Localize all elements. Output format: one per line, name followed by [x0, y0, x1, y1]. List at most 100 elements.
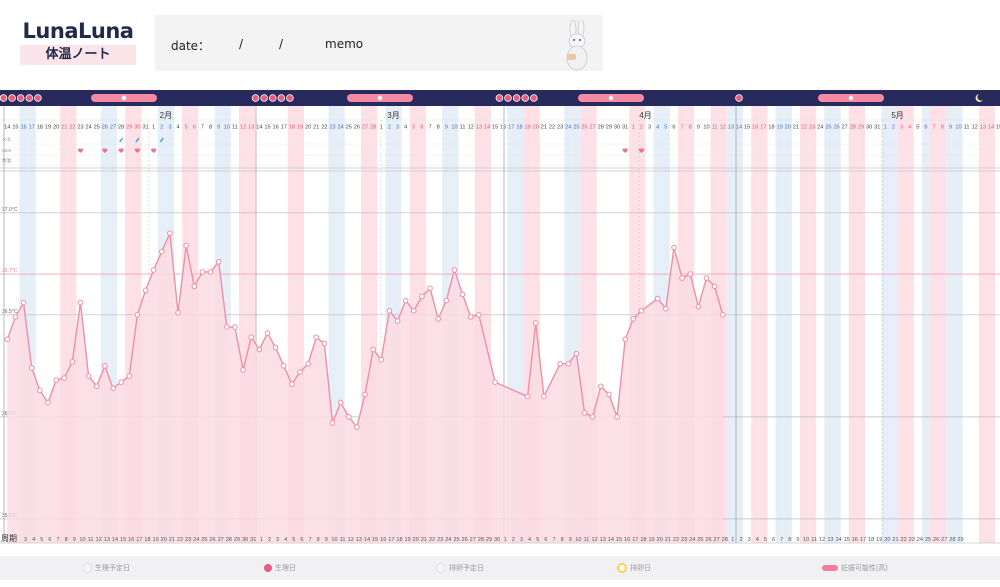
cycle-day-label: 24: [445, 537, 451, 543]
temperature-point: [175, 309, 181, 316]
rabbit-icon: [566, 20, 588, 71]
blue-stripe: [775, 106, 784, 543]
temperature-point: [240, 367, 246, 373]
date-label: 6: [420, 125, 423, 131]
cycle-day-label: 23: [681, 537, 687, 543]
date-label: 15: [492, 125, 498, 131]
cycle-day-label: 25: [697, 537, 703, 543]
temperature-point: [297, 369, 303, 375]
month-row: 2月 3月 4月 5月: [0, 111, 1000, 121]
temperature-point: [4, 336, 11, 343]
period-day-icon: [0, 94, 8, 102]
logo-wordmark: LunaLuna: [22, 19, 134, 43]
period-day-icon: [512, 94, 521, 102]
pencil-icon: [119, 137, 124, 143]
temperature-point: [459, 291, 466, 298]
period-stripe: [247, 106, 256, 543]
date-label: 31: [622, 125, 628, 131]
cycle-day-label: 10: [79, 537, 85, 543]
period-stripe: [808, 106, 817, 543]
period-stripe: [523, 106, 532, 543]
date-label: 5: [412, 125, 415, 131]
temperature-point: [142, 287, 149, 294]
date-label: 28: [598, 125, 604, 131]
legend-period: 生理日: [264, 563, 296, 573]
period-stripe: [799, 106, 809, 543]
cycle-day-label: 9: [73, 537, 76, 543]
date-label: 19: [777, 125, 783, 131]
cycle-markers: [0, 94, 983, 102]
date-label: 20: [533, 125, 539, 131]
fertile-high-icon: [822, 565, 838, 572]
temperature-point: [435, 316, 441, 322]
date-label: 21: [793, 125, 799, 131]
date-label: 31: [142, 125, 148, 131]
period-icon: [264, 564, 272, 573]
cycle-day-label: 13: [827, 537, 833, 543]
date-label: 19: [45, 125, 51, 131]
cycle-day-label: 26: [461, 537, 467, 543]
blue-stripe: [572, 106, 581, 543]
cycle-day-label: 10: [803, 537, 809, 543]
date-label: 25: [346, 125, 352, 131]
cycle-day-label: 22: [673, 537, 679, 543]
period-day-icon: [495, 94, 504, 102]
temperature-point: [402, 297, 409, 304]
cycle-day-label: 20: [657, 537, 663, 543]
cycle-day-label: 31: [250, 537, 256, 543]
cycle-day-label: 23: [185, 537, 191, 543]
blue-stripe: [27, 106, 36, 543]
date-label: 25: [94, 125, 100, 131]
cycle-day-label: 21: [892, 537, 898, 543]
date-row: 14 15 16 17 18 19 20 21 22 23 24 25 26 27 28 29 30 31 1 2 3 4…: [4, 125, 1000, 131]
cycle-day-label: 30: [242, 537, 248, 543]
legend-bar: 生理予定日 生理日 排卵予定日 排卵日 妊娠可能性(高): [0, 556, 1000, 580]
heart-icon: [638, 148, 644, 153]
ovulation-icon: [617, 563, 627, 574]
date-label: 18: [289, 125, 295, 131]
temperature-point: [150, 267, 157, 273]
date-label: 13: [248, 125, 254, 131]
temperature-point: [524, 393, 531, 400]
period-day-icon: [251, 94, 260, 102]
cycle-day-label: 11: [811, 537, 817, 543]
logo-subtitle: 体温ノート: [20, 45, 136, 65]
date-label: 7: [428, 125, 431, 131]
blue-stripe: [108, 106, 118, 543]
cycle-day-label: 17: [136, 537, 142, 543]
date-label: 11: [232, 125, 238, 131]
temperature-point: [671, 244, 677, 251]
date-label: 13: [728, 125, 734, 131]
temperature-point: [565, 361, 572, 367]
cycle-label: 周期: [1, 534, 17, 543]
period-expected-icon: [82, 563, 92, 574]
date-slash-1: /: [239, 37, 244, 51]
cycle-day-label: 13: [600, 537, 606, 543]
date-label: 2: [892, 125, 895, 131]
date-label: 12: [972, 125, 978, 131]
date-label: 26: [102, 125, 108, 131]
date-label: 31: [874, 125, 880, 131]
period-day-icon: [521, 94, 530, 102]
cycle-day-label: 25: [201, 537, 207, 543]
cycle-day-label: 7: [780, 537, 783, 543]
temperature-point: [110, 385, 116, 392]
period-stripe: [287, 106, 296, 543]
date-label: 2: [160, 125, 163, 131]
cycle-day-label: 27: [470, 537, 476, 543]
cycle-day-label: 28: [226, 537, 232, 543]
legend-fertile-high: 妊娠可能性(高): [822, 563, 888, 573]
temperature-point: [378, 356, 385, 363]
cycle-day-label: 7: [57, 537, 60, 543]
date-label: 6: [672, 125, 675, 131]
date-label: 26: [581, 125, 587, 131]
cycle-day-label: 5: [536, 537, 539, 543]
memo-sex-rows: メモ SEX 体温: [0, 137, 1000, 172]
row-label: 体温: [2, 157, 11, 164]
temperature-point: [557, 361, 563, 367]
temperature-point: [272, 344, 279, 351]
blue-stripe: [783, 106, 792, 543]
date-label: 2: [640, 125, 643, 131]
temperature-point: [679, 275, 685, 281]
cycle-day-label: 26: [209, 537, 215, 543]
